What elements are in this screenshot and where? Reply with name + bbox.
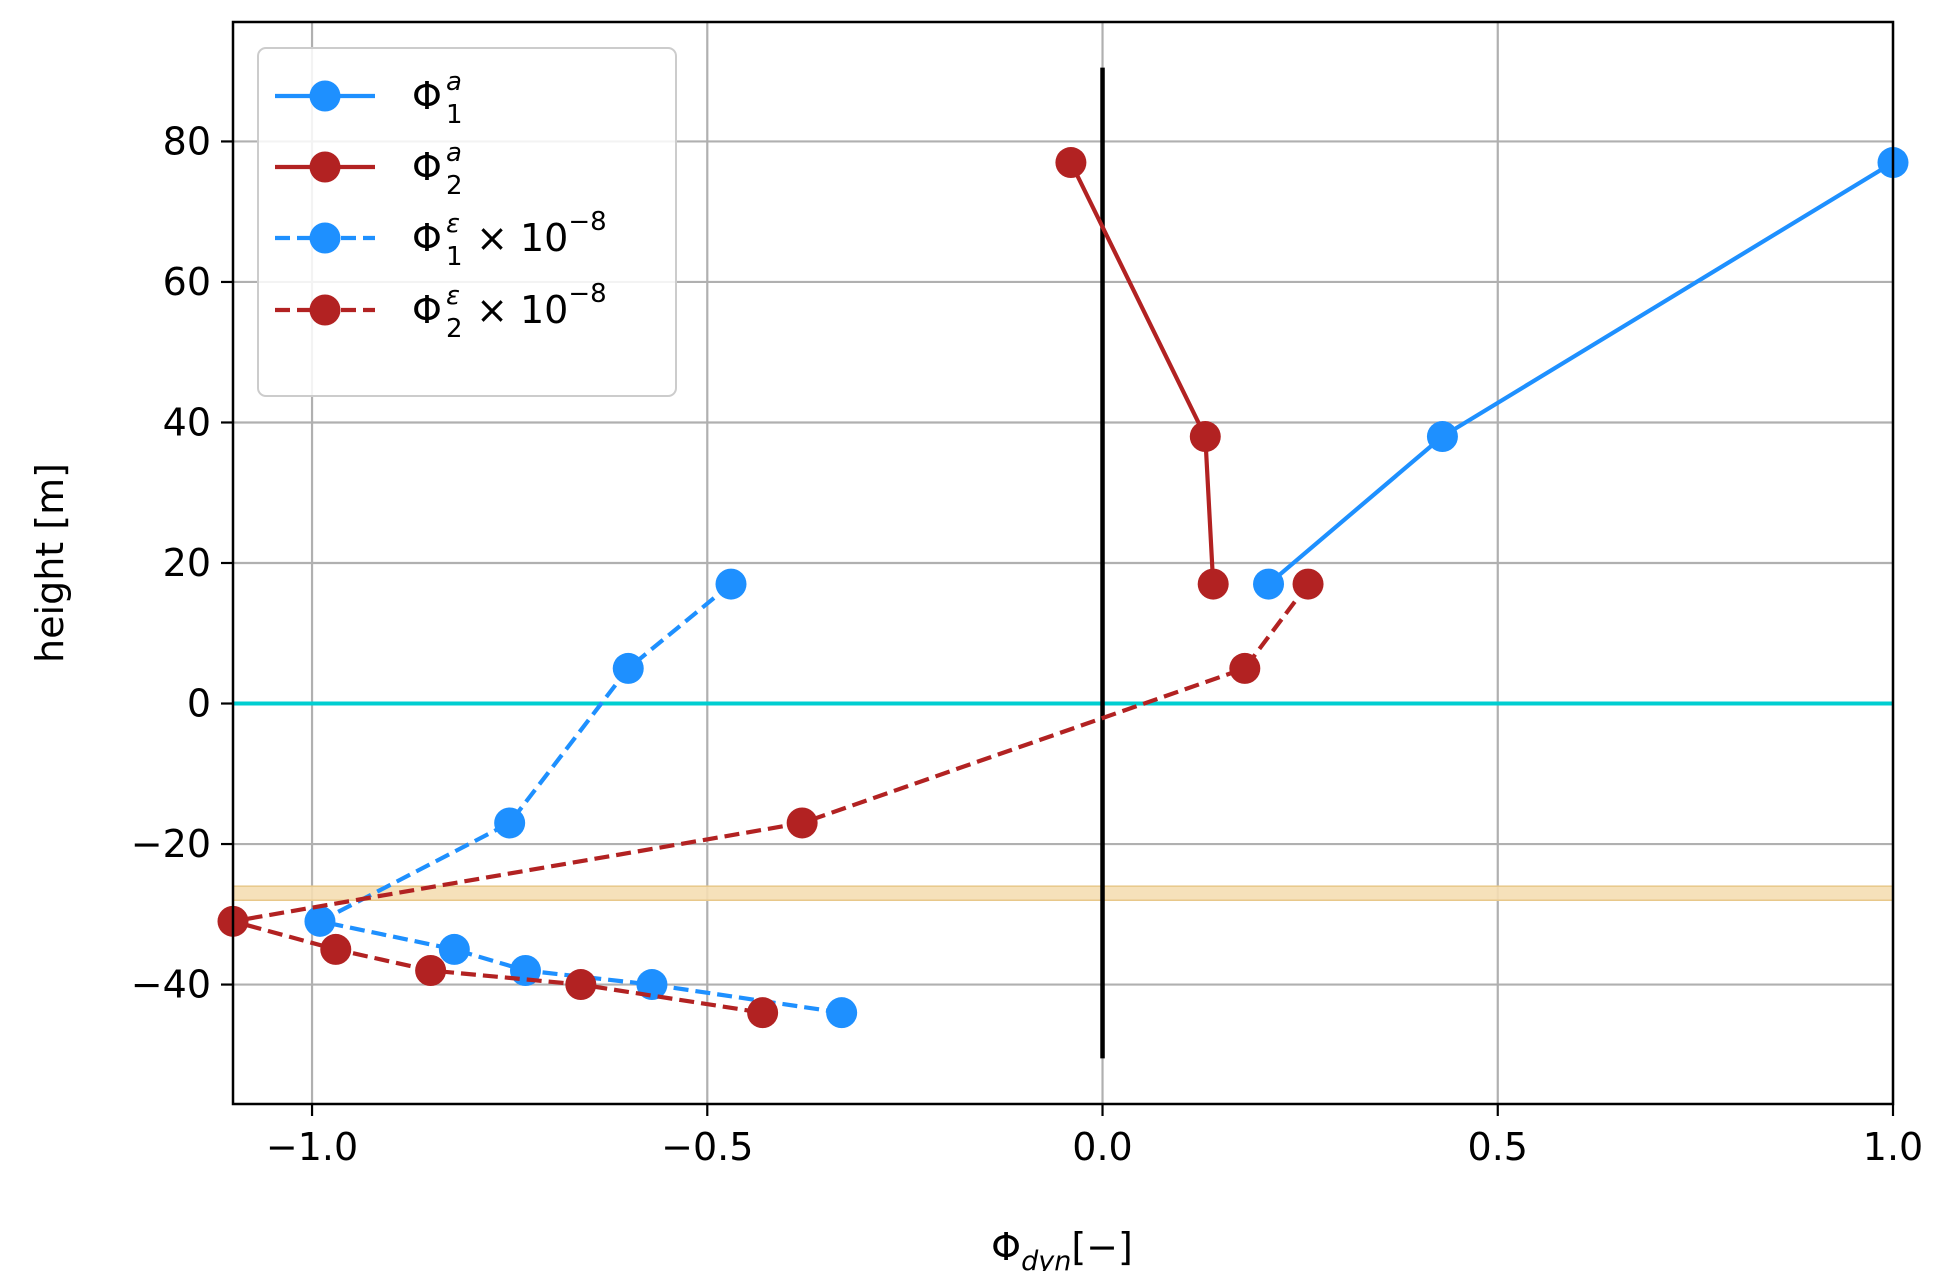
series-line-group [317,582,843,1015]
y-tick-label: −40 [131,963,211,1007]
data-point [1253,568,1285,600]
reference-lines [233,67,1893,1059]
series-1a [1253,147,1909,600]
data-point [1189,421,1221,453]
legend-marker [309,222,341,254]
data-point [715,568,747,600]
series-2a [1055,147,1229,600]
data-point [415,955,447,987]
x-tick-label: −0.5 [661,1125,753,1169]
series-line-0 [1267,160,1893,586]
series-layer [217,147,1909,1029]
data-point [786,807,818,839]
legend-box [257,47,677,397]
y-axis-label: height [m] [28,463,72,663]
series-line-group [233,582,1310,1015]
legend-marker [309,294,341,326]
data-point [1426,421,1458,453]
data-point [1197,568,1229,600]
data-point [747,997,779,1029]
x-tick-label: 1.0 [1863,1125,1923,1169]
y-tick-label: 20 [163,541,211,585]
data-point [1292,568,1324,600]
x-axis-label: Φdyn[−] [991,1225,1133,1271]
y-tick-label: 80 [163,119,211,163]
reference-band [233,885,1893,901]
x-tick-label: 0.5 [1468,1125,1528,1169]
series-2-10-8 [217,568,1324,1029]
data-point [612,652,644,684]
data-point [320,933,352,965]
legend-marker [309,80,341,112]
series-line-group [1267,160,1893,586]
x-tick-label: −1.0 [266,1125,358,1169]
data-point [304,905,336,937]
x-tick-label: 0.0 [1072,1125,1132,1169]
series-line-3 [233,582,1310,1015]
y-tick-label: −20 [131,822,211,866]
data-point [565,969,597,1001]
series-line-2 [317,582,843,1015]
y-tick-label: 60 [163,260,211,304]
data-point [438,933,470,965]
data-point [1229,652,1261,684]
legend-marker [309,151,341,183]
y-tick-label: 40 [163,400,211,444]
data-point [1055,147,1087,179]
data-point [826,997,858,1029]
axis-ticks: −1.0 −0.5 0.0 0.5 1.0 −40 −20 0 20 40 60 80 [131,119,1923,1169]
data-point [494,807,526,839]
series-line-group [1069,161,1216,585]
series-line-1 [1069,161,1216,585]
y-tick-label: 0 [187,682,211,726]
